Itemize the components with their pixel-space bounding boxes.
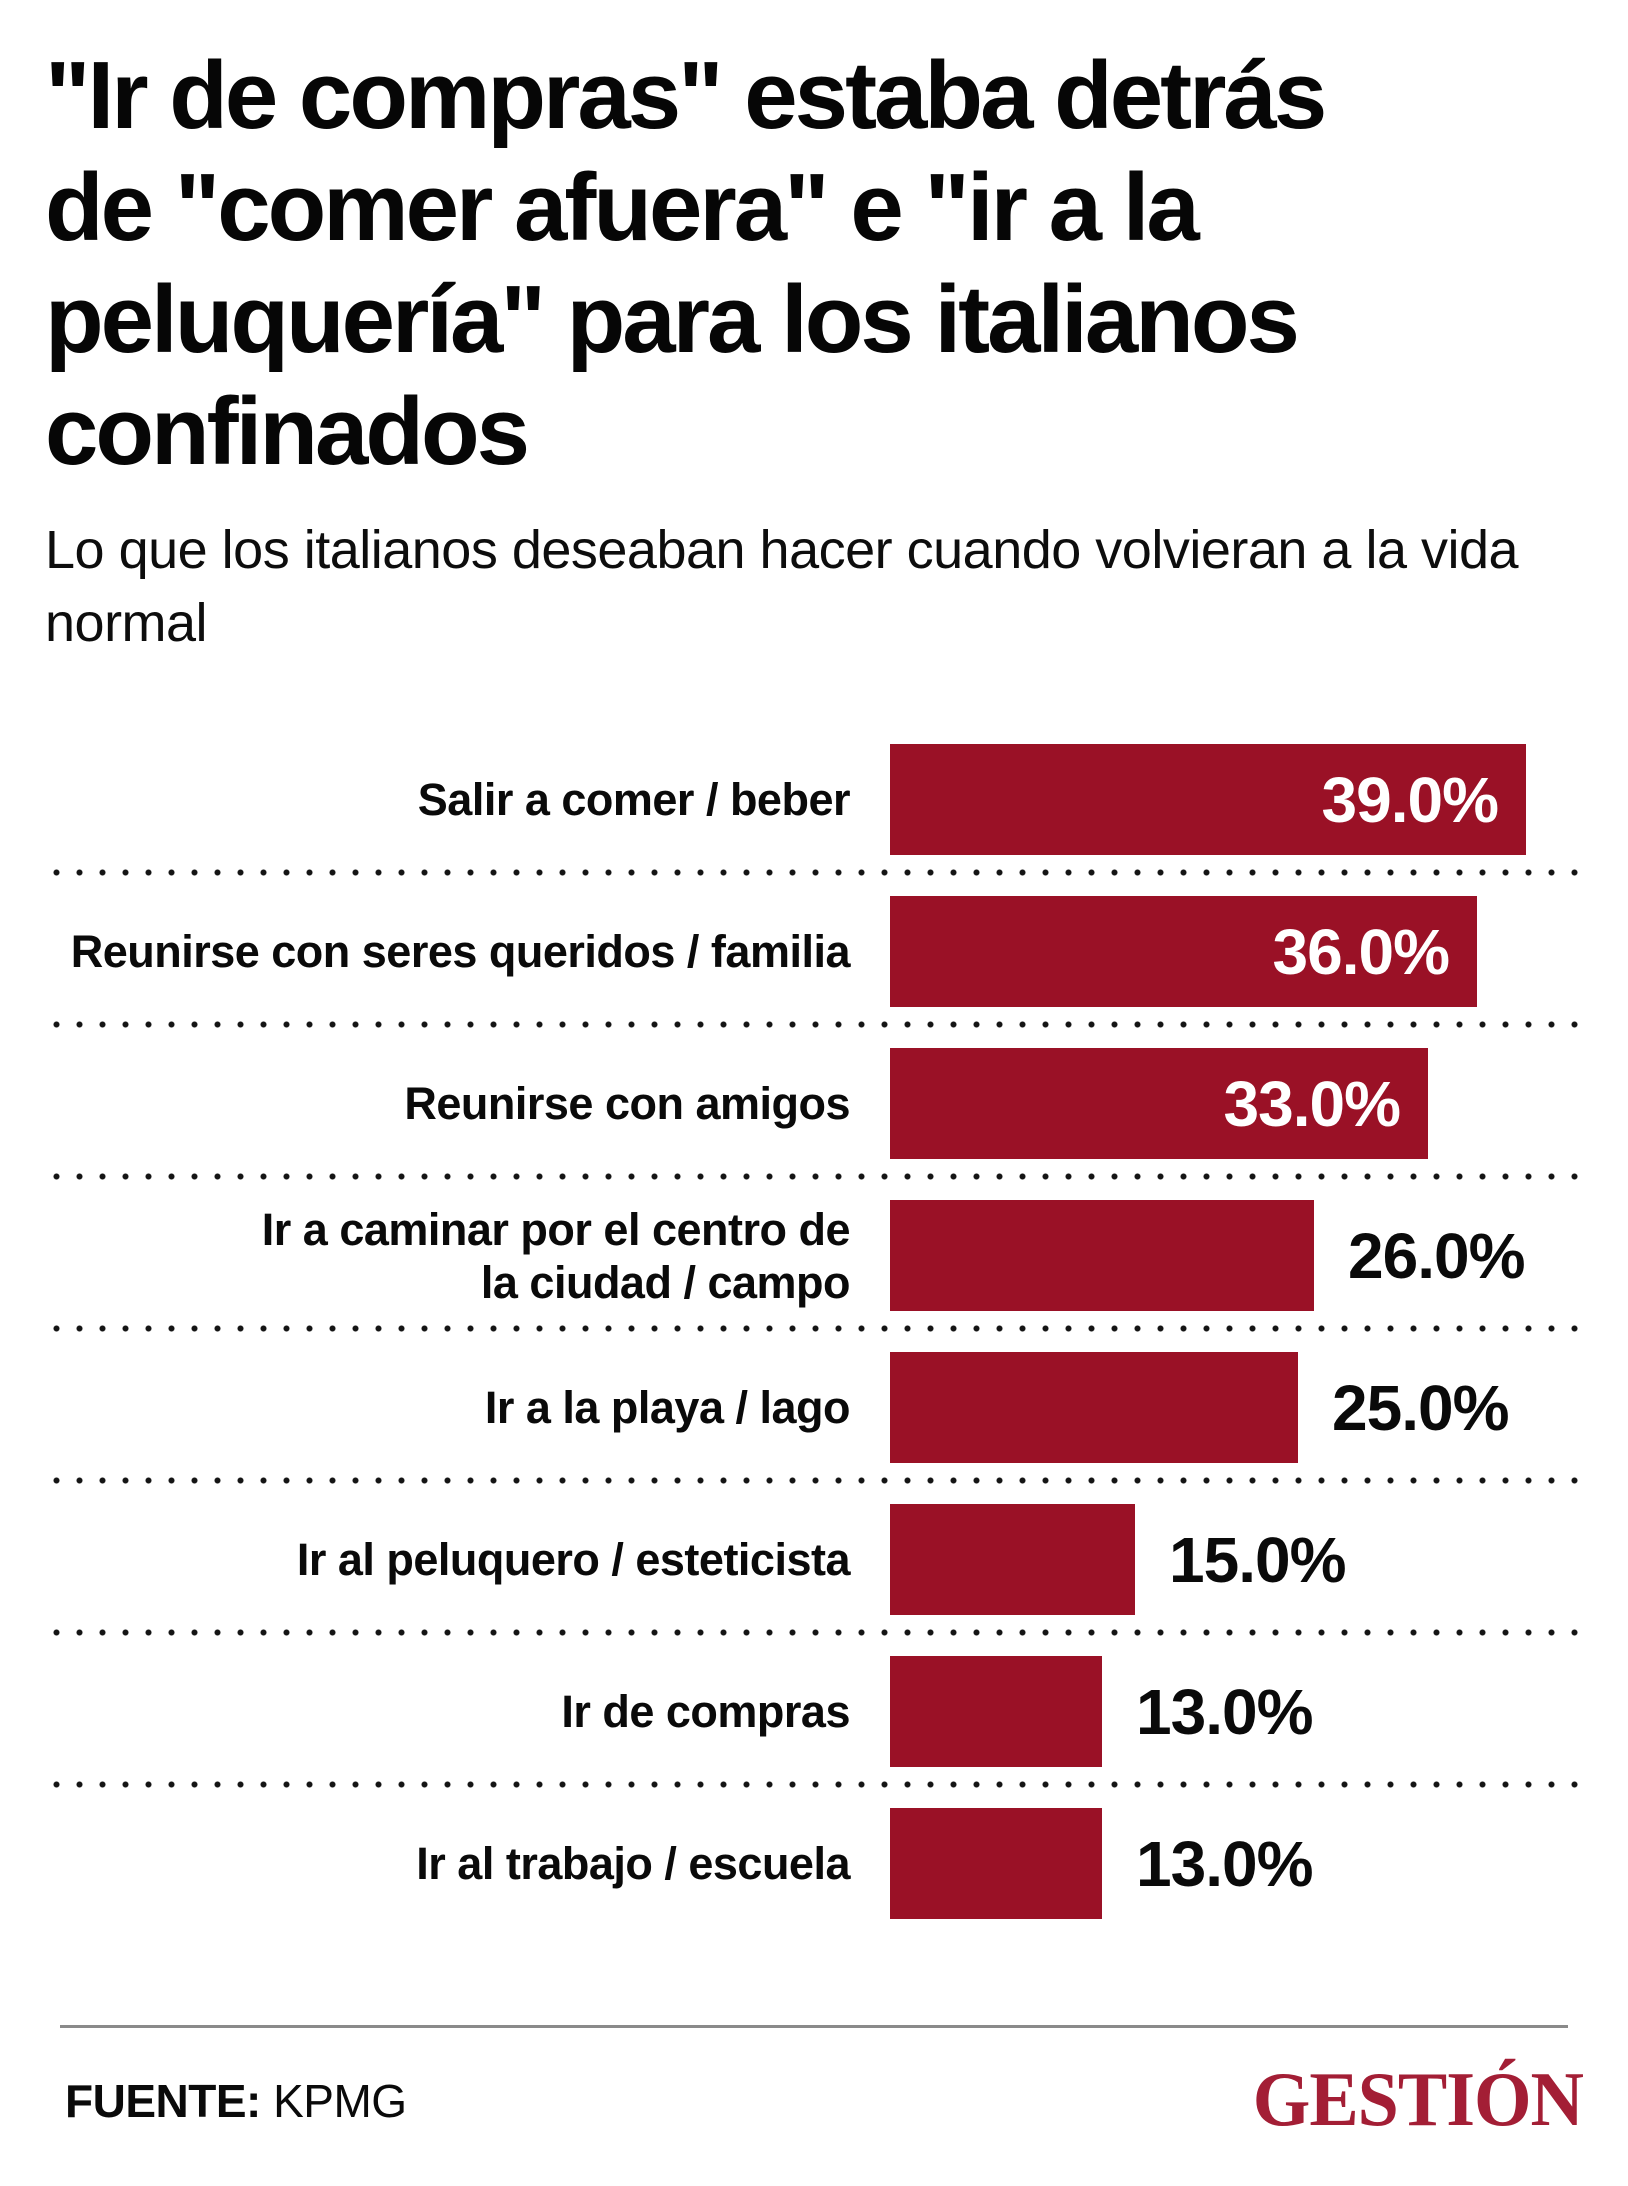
source: FUENTE: KPMG xyxy=(65,2074,407,2128)
page-title-line: "Ir de compras" estaba detrás xyxy=(45,42,1327,149)
row-separator xyxy=(45,1021,1583,1028)
bar-label: Salir a comer / beber xyxy=(417,774,851,825)
bar-area: 33.0% xyxy=(890,1048,1583,1159)
row-separator xyxy=(45,1325,1583,1332)
bar-label: Ir al trabajo / escuela xyxy=(416,1838,850,1889)
bar-row: Salir a comer / beber 39.0% xyxy=(45,744,1583,855)
bar-area: 25.0% xyxy=(890,1352,1583,1463)
row-separator xyxy=(45,869,1583,876)
header: "Ir de compras" estaba detrás de "comer … xyxy=(45,40,1583,660)
bar-label: Ir de compras xyxy=(561,1686,850,1737)
bar-row: Reunirse con amigos 33.0% xyxy=(45,1048,1583,1159)
bar xyxy=(890,1352,1298,1463)
bar-value-outside: 26.0% xyxy=(1348,1219,1525,1292)
bar-value-outside: 15.0% xyxy=(1169,1523,1346,1596)
row-separator xyxy=(45,1629,1583,1636)
source-value: KPMG xyxy=(273,2074,407,2127)
page-title-line: confinados xyxy=(45,378,530,485)
bar-area: 39.0% xyxy=(890,744,1583,855)
row-separator xyxy=(45,1477,1583,1484)
source-label: FUENTE: xyxy=(65,2074,261,2127)
row-separator xyxy=(45,1173,1583,1180)
bar-label: Reunirse con amigos xyxy=(404,1078,850,1129)
page-title: "Ir de compras" estaba detrás de "comer … xyxy=(45,40,1583,488)
bar-value-outside: 13.0% xyxy=(1136,1827,1313,1900)
bar-value-inside: 33.0% xyxy=(1223,1067,1401,1140)
chart-subtitle: Lo que los italianos deseaban hacer cuan… xyxy=(45,520,1519,653)
bar xyxy=(890,1504,1135,1615)
bar: 39.0% xyxy=(890,744,1526,855)
bar-row: Ir de compras 13.0% xyxy=(45,1656,1583,1767)
bar-label: Ir al peluquero / esteticista xyxy=(296,1534,851,1585)
bar xyxy=(890,1656,1102,1767)
bar-label: Ir a la playa / lago xyxy=(484,1382,851,1433)
bar xyxy=(890,1200,1314,1311)
bar-area: 15.0% xyxy=(890,1504,1583,1615)
row-separator xyxy=(45,1781,1583,1788)
footer: FUENTE: KPMG GESTIÓN xyxy=(45,2057,1584,2143)
bar-area: 13.0% xyxy=(890,1808,1583,1919)
bar-label: Ir a caminar por el centro de la ciudad … xyxy=(261,1203,851,1308)
bar-row: Ir al peluquero / esteticista 15.0% xyxy=(45,1504,1583,1615)
bar-area: 26.0% xyxy=(890,1200,1583,1311)
bar-label: Reunirse con seres queridos / familia xyxy=(70,926,851,977)
bar-area: 13.0% xyxy=(890,1656,1583,1767)
brand-logo: GESTIÓN xyxy=(1252,2057,1584,2143)
bar-area: 36.0% xyxy=(890,896,1583,1007)
page-title-line: peluquería" para los italianos xyxy=(45,266,1300,373)
bar xyxy=(890,1808,1102,1919)
bar-value-inside: 39.0% xyxy=(1321,763,1499,836)
bar-row: Ir al trabajo / escuela 13.0% xyxy=(45,1808,1583,1919)
bar-row: Ir a caminar por el centro de la ciudad … xyxy=(45,1200,1583,1311)
footer-divider xyxy=(60,2025,1568,2028)
bar-value-outside: 13.0% xyxy=(1136,1675,1313,1748)
bar-value-outside: 25.0% xyxy=(1332,1371,1509,1444)
bar-row: Ir a la playa / lago 25.0% xyxy=(45,1352,1583,1463)
page-title-line: de "comer afuera" e "ir a la xyxy=(45,154,1200,261)
bar-row: Reunirse con seres queridos / familia 36… xyxy=(45,896,1583,1007)
bar-value-inside: 36.0% xyxy=(1272,915,1450,988)
bar-chart: Salir a comer / beber 39.0% Reunirse con… xyxy=(45,744,1583,1919)
bar: 36.0% xyxy=(890,896,1477,1007)
bar: 33.0% xyxy=(890,1048,1428,1159)
